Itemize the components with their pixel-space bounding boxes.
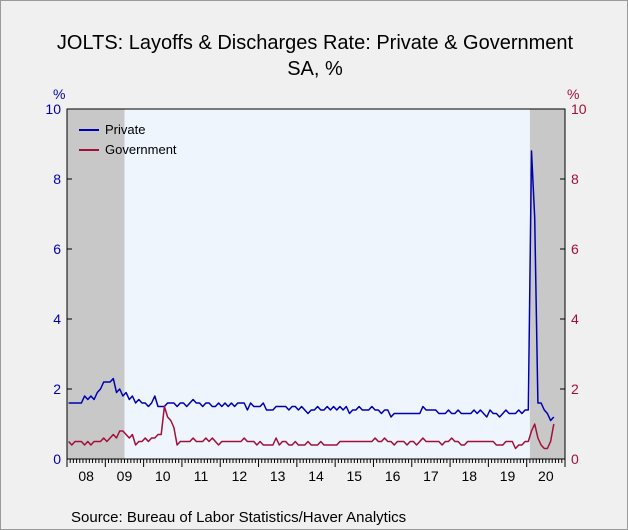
x-tick-label-10: 10: [155, 468, 171, 484]
right-tick-label-10: 10: [571, 101, 587, 117]
x-tick-label-08: 08: [78, 468, 94, 484]
x-tick-label-12: 12: [232, 468, 248, 484]
legend-label-government: Government: [105, 142, 177, 157]
left-tick-label-0: 0: [53, 451, 61, 467]
x-tick-label-20: 20: [538, 468, 554, 484]
right-tick-label-2: 2: [571, 381, 579, 397]
chart-title: JOLTS: Layoffs & Discharges Rate: Privat…: [56, 32, 574, 54]
left-axis-unit: %: [53, 86, 65, 102]
right-tick-label-8: 8: [571, 171, 579, 187]
recession-band-0: [67, 109, 125, 459]
x-tick-label-15: 15: [347, 468, 363, 484]
right-tick-label-0: 0: [571, 451, 579, 467]
right-tick-label-6: 6: [571, 241, 579, 257]
x-tick-label-11: 11: [194, 468, 209, 484]
x-tick-label-14: 14: [308, 468, 324, 484]
left-tick-label-4: 4: [53, 311, 61, 327]
x-tick-label-19: 19: [500, 468, 516, 484]
series-line-government: [68, 405, 555, 450]
chart-subtitle: SA, %: [287, 58, 343, 80]
x-tick-label-18: 18: [461, 468, 477, 484]
left-tick-label-10: 10: [45, 101, 61, 117]
left-tick-label-2: 2: [53, 381, 61, 397]
plot-area: [67, 109, 565, 459]
x-tick-label-16: 16: [385, 468, 401, 484]
series-line-private: [68, 150, 555, 422]
left-tick-label-6: 6: [53, 241, 61, 257]
x-tick-label-09: 09: [117, 468, 133, 484]
legend-label-private: Private: [105, 122, 145, 137]
right-tick-label-4: 4: [571, 311, 579, 327]
source-note: Source: Bureau of Labor Statistics/Haver…: [71, 509, 407, 526]
x-tick-label-13: 13: [270, 468, 286, 484]
left-tick-label-8: 8: [53, 171, 61, 187]
x-tick-label-17: 17: [423, 468, 439, 484]
right-axis-unit: %: [567, 86, 579, 102]
